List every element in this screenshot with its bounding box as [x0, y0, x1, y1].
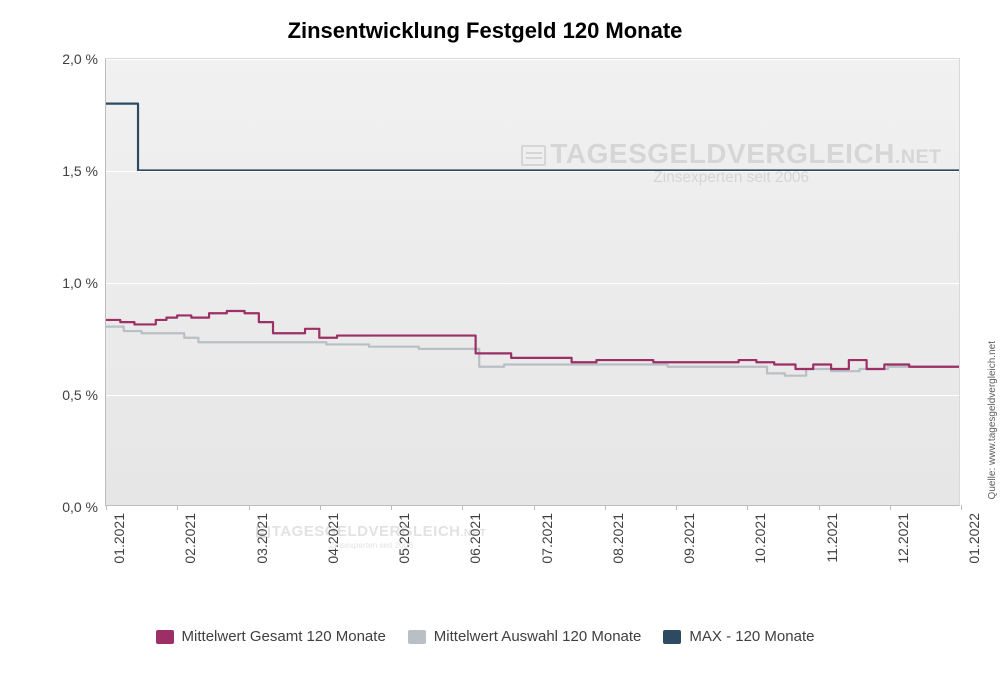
chart-title: Zinsentwicklung Festgeld 120 Monate — [0, 18, 970, 44]
series-line — [106, 104, 959, 171]
y-tick-label: 0,5 % — [62, 387, 98, 403]
x-tick-mark — [605, 505, 606, 510]
x-tick-label: 10.2021 — [752, 513, 768, 564]
x-tick-mark — [676, 505, 677, 510]
x-tick-label: 11.2021 — [824, 513, 840, 563]
legend-label: MAX - 120 Monate — [689, 628, 814, 645]
x-tick-label: 09.2021 — [681, 513, 697, 564]
x-tick-label: 06.2021 — [467, 513, 483, 564]
legend-label: Mittelwert Gesamt 120 Monate — [182, 628, 386, 645]
x-tick-label: 01.2021 — [111, 513, 127, 564]
series-line — [106, 311, 959, 369]
chart-container: Zinsentwicklung Festgeld 120 Monate Quel… — [0, 0, 1000, 682]
x-tick-mark — [534, 505, 535, 510]
x-tick-label: 01.2022 — [966, 513, 982, 564]
x-tick-label: 05.2021 — [396, 513, 412, 564]
grid-line-h — [106, 171, 959, 172]
x-tick-mark — [819, 505, 820, 510]
grid-line-h — [106, 59, 959, 60]
x-tick-mark — [320, 505, 321, 510]
y-tick-label: 1,5 % — [62, 163, 98, 179]
y-tick-label: 2,0 % — [62, 51, 98, 67]
x-tick-label: 04.2021 — [325, 513, 341, 564]
y-tick-label: 0,0 % — [62, 499, 98, 515]
legend-swatch — [156, 630, 174, 644]
x-tick-mark — [249, 505, 250, 510]
chart-legend: Mittelwert Gesamt 120 Monate Mittelwert A… — [0, 628, 970, 645]
x-tick-mark — [747, 505, 748, 510]
x-tick-mark — [890, 505, 891, 510]
x-tick-label: 07.2021 — [539, 513, 555, 564]
plot-area: 0,0 %0,5 %1,0 %1,5 %2,0 %01.202102.20210… — [105, 58, 960, 506]
source-credit: Quelle: www.tagesgeldvergleich.net — [987, 341, 998, 499]
x-tick-mark — [462, 505, 463, 510]
watermark: TAGESGELDVERGLEICH.NETZinsexperten seit … — [256, 524, 486, 550]
x-tick-label: 03.2021 — [254, 513, 270, 564]
grid-line-h — [106, 395, 959, 396]
x-tick-label: 08.2021 — [610, 513, 626, 564]
x-tick-label: 02.2021 — [182, 513, 198, 564]
legend-item: Mittelwert Auswahl 120 Monate — [408, 628, 642, 645]
x-tick-mark — [391, 505, 392, 510]
legend-label: Mittelwert Auswahl 120 Monate — [434, 628, 642, 645]
x-tick-mark — [106, 505, 107, 510]
legend-swatch — [663, 630, 681, 644]
x-tick-mark — [177, 505, 178, 510]
chart-lines — [106, 59, 959, 505]
legend-item: Mittelwert Gesamt 120 Monate — [156, 628, 386, 645]
y-tick-label: 1,0 % — [62, 275, 98, 291]
legend-swatch — [408, 630, 426, 644]
grid-line-h — [106, 283, 959, 284]
legend-item: MAX - 120 Monate — [663, 628, 814, 645]
x-tick-mark — [961, 505, 962, 510]
x-tick-label: 12.2021 — [895, 513, 911, 564]
